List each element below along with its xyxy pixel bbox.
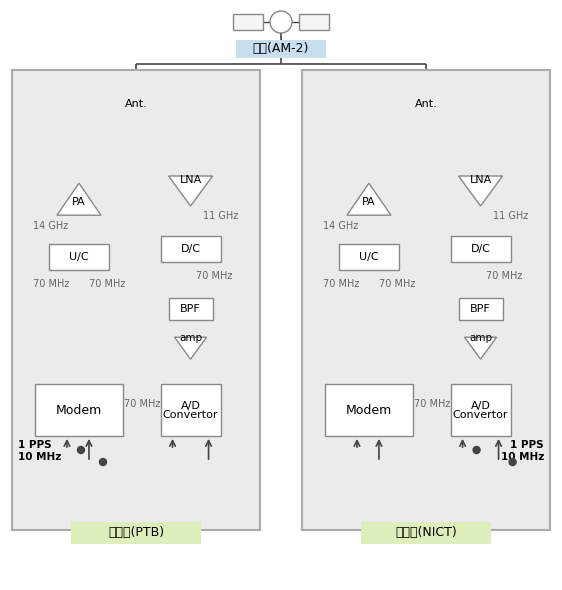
Bar (49, 244, 109, 270)
Text: Ant.: Ant. (125, 99, 147, 109)
Bar (325, 384, 413, 436)
Text: 70 MHz: 70 MHz (33, 279, 69, 289)
Text: A/D: A/D (180, 401, 201, 411)
Bar (299, 14, 329, 30)
Bar (451, 384, 510, 436)
Text: 10 MHz: 10 MHz (501, 452, 544, 462)
Text: Convertor: Convertor (453, 410, 508, 420)
Bar (361, 522, 491, 544)
Circle shape (78, 447, 84, 454)
Text: BPF: BPF (470, 304, 491, 314)
Text: 1 PPS: 1 PPS (18, 440, 52, 450)
Text: amp: amp (179, 333, 202, 343)
Bar (12, 70, 260, 530)
Polygon shape (459, 176, 502, 206)
Text: Modem: Modem (56, 404, 102, 417)
Polygon shape (465, 337, 497, 359)
Bar (161, 236, 220, 262)
Text: LNA: LNA (469, 175, 492, 185)
Bar (302, 70, 550, 530)
Text: D/C: D/C (180, 244, 201, 254)
Text: U/C: U/C (359, 252, 379, 262)
Text: amp: amp (469, 333, 492, 343)
Text: 70 MHz: 70 MHz (379, 279, 415, 289)
Bar (459, 298, 502, 320)
Text: Modem: Modem (346, 404, 392, 417)
Polygon shape (169, 176, 212, 206)
Circle shape (270, 11, 292, 33)
Text: 70 MHz: 70 MHz (414, 399, 450, 409)
Text: BPF: BPF (180, 304, 201, 314)
Text: LNA: LNA (179, 175, 202, 185)
Polygon shape (175, 337, 207, 359)
Bar (169, 298, 212, 320)
Text: 1 PPS: 1 PPS (510, 440, 544, 450)
Text: 지상국(NICT): 지상국(NICT) (395, 526, 457, 539)
Circle shape (99, 458, 106, 466)
Circle shape (473, 447, 480, 454)
Text: 지상국(PTB): 지상국(PTB) (108, 526, 164, 539)
Text: 11 GHz: 11 GHz (493, 211, 528, 221)
Bar (451, 236, 510, 262)
Text: U/C: U/C (69, 252, 89, 262)
Text: PA: PA (72, 197, 86, 207)
Bar (236, 40, 326, 58)
Circle shape (509, 458, 516, 466)
Text: 70 MHz: 70 MHz (323, 279, 359, 289)
Text: D/C: D/C (470, 244, 491, 254)
Bar (35, 384, 123, 436)
Text: A/D: A/D (470, 401, 491, 411)
Text: 70 MHz: 70 MHz (486, 271, 523, 281)
Text: 70 MHz: 70 MHz (89, 279, 125, 289)
Text: PA: PA (362, 197, 376, 207)
Bar (339, 244, 399, 270)
Text: 10 MHz: 10 MHz (18, 452, 61, 462)
Text: 11 GHz: 11 GHz (203, 211, 238, 221)
Bar (71, 522, 201, 544)
Text: 70 MHz: 70 MHz (124, 399, 160, 409)
Bar (161, 384, 220, 436)
Text: Convertor: Convertor (163, 410, 218, 420)
Bar (233, 14, 263, 30)
Text: 14 GHz: 14 GHz (323, 221, 359, 231)
Text: Ant.: Ant. (415, 99, 437, 109)
Text: 14 GHz: 14 GHz (33, 221, 69, 231)
Text: 위성(AM-2): 위성(AM-2) (253, 42, 309, 55)
Polygon shape (347, 183, 391, 215)
Text: 70 MHz: 70 MHz (196, 271, 233, 281)
Polygon shape (57, 183, 101, 215)
